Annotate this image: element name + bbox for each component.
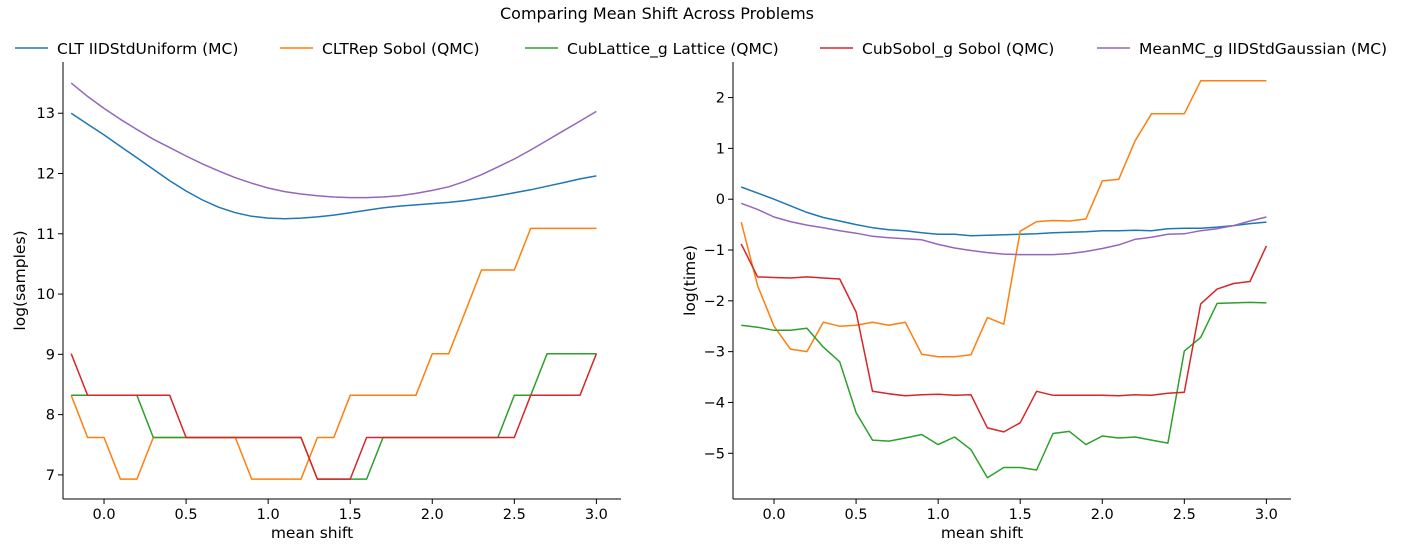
legend-label: CubLattice_g Lattice (QMC): [567, 40, 779, 59]
x-tick-label: 2.0: [421, 507, 444, 523]
x-tick-label: 2.0: [1091, 507, 1114, 523]
y-tick-label: −5: [704, 446, 725, 462]
x-tick-label: 0.0: [92, 507, 115, 523]
legend-label: CubSobol_g Sobol (QMC): [862, 40, 1054, 59]
y-tick-label: −4: [704, 395, 725, 411]
y-tick-label: 12: [37, 167, 55, 183]
y-axis-label: log(samples): [11, 230, 29, 330]
series-line: [740, 186, 1267, 237]
legend: CLT IIDStdUniform (MC) CLTRep Sobol (QMC)…: [15, 40, 1387, 59]
x-tick-label: 1.0: [257, 507, 280, 523]
y-tick-label: 7: [46, 468, 55, 484]
y-tick-label: 13: [37, 106, 55, 122]
x-tick-label: 2.5: [503, 507, 526, 523]
series-line: [740, 202, 1267, 256]
y-tick-label: −2: [704, 294, 725, 310]
x-tick-label: 3.0: [1255, 507, 1278, 523]
legend-label: CLT IIDStdUniform (MC): [57, 40, 238, 58]
samples-chart: 0.0 0.5 1.0 1.5 2.0 2.5 3.0 7 8 9 10 11 12 13 mean shi…: [11, 62, 621, 542]
x-tick-label: 0.0: [762, 507, 785, 523]
series-line: [71, 352, 597, 480]
figure-title: Comparing Mean Shift Across Problems: [500, 4, 814, 23]
series-line: [70, 353, 598, 480]
x-tick-label: 0.5: [845, 507, 868, 523]
x-tick-label: 3.0: [585, 507, 608, 523]
series-line: [741, 301, 1267, 479]
series-line: [740, 243, 1268, 433]
series-line: [70, 82, 597, 199]
series-line: [70, 112, 597, 220]
x-tick-label: 1.5: [339, 507, 362, 523]
y-tick-label: −1: [704, 243, 725, 259]
y-tick-label: −3: [704, 345, 725, 361]
y-tick-label: 11: [37, 227, 55, 243]
y-tick-label: 8: [46, 408, 55, 424]
x-axis-label: mean shift: [941, 524, 1023, 542]
y-tick-label: 9: [46, 347, 55, 363]
x-tick-label: 0.5: [175, 507, 198, 523]
y-axis-label: log(time): [681, 245, 699, 316]
legend-label: MeanMC_g IIDStdGaussian (MC): [1139, 40, 1387, 59]
series-line: [70, 227, 597, 480]
y-tick-label: 10: [37, 287, 55, 303]
y-tick-label: 0: [716, 192, 725, 208]
legend-label: CLTRep Sobol (QMC): [322, 40, 480, 58]
x-tick-label: 1.0: [927, 507, 950, 523]
x-axis-label: mean shift: [271, 524, 353, 542]
y-tick-label: 2: [716, 91, 725, 107]
y-tick-label: 1: [716, 141, 725, 157]
series-line: [740, 80, 1267, 358]
time-chart: 0.0 0.5 1.0 1.5 2.0 2.5 3.0 −5 −4 −3 −2 −1 0 1 2 mean s…: [681, 62, 1291, 542]
x-tick-label: 2.5: [1173, 507, 1196, 523]
x-tick-label: 1.5: [1009, 507, 1032, 523]
